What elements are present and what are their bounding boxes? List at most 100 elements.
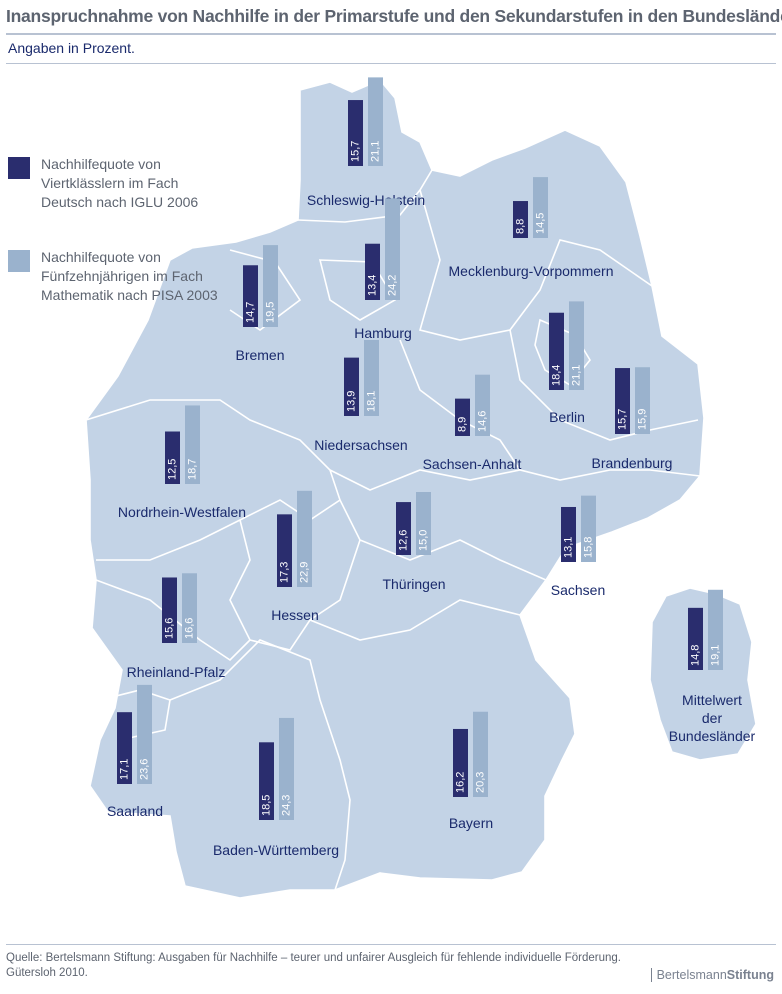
bar-nordrhein-westfalen-mathe <box>185 405 200 484</box>
bar-bayern-mathe <box>473 711 488 797</box>
brand-part1: Bertelsmann <box>656 968 727 982</box>
value-label-baden-wuerttemberg-mathe: 24,3 <box>281 795 293 816</box>
value-label-rheinland-pfalz-deutsch: 15,6 <box>164 618 176 639</box>
value-label-thueringen-deutsch: 12,6 <box>398 530 410 551</box>
bar-group-mecklenburg-vorpommern: 8,8 14,5 Mecklenburg-Vorpommern <box>449 177 614 279</box>
bar-group-bremen: 14,7 19,5 Bremen <box>235 245 285 363</box>
value-label-mittelwert-der-bundeslaender-deutsch: 14,8 <box>690 645 702 666</box>
value-label-nordrhein-westfalen-mathe: 18,7 <box>187 459 199 480</box>
region-label-sachsen-anhalt: Sachsen-Anhalt <box>423 456 522 472</box>
value-label-sachsen-mathe: 15,8 <box>583 537 595 558</box>
region-label-hessen: Hessen <box>271 607 318 623</box>
bar-berlin-mathe <box>569 301 584 390</box>
bar-group-rheinland-pfalz: 15,6 16,6 Rheinland-Pfalz <box>127 573 225 680</box>
chart-subtitle: Angaben in Prozent. <box>8 40 135 56</box>
value-label-hamburg-deutsch: 13,4 <box>367 275 379 296</box>
bar-mittelwert-der-bundeslaender-deutsch <box>688 607 703 670</box>
value-label-mecklenburg-vorpommern-deutsch: 8,8 <box>515 219 527 234</box>
value-label-hessen-mathe: 22,9 <box>299 562 311 583</box>
bar-brandenburg-deutsch <box>615 368 630 434</box>
value-label-sachsen-anhalt-mathe: 14,6 <box>477 411 489 432</box>
legend-label-deutsch: Nachhilfequote von Viertklässlern im Fac… <box>41 156 199 210</box>
footer-rule <box>6 944 776 945</box>
bar-rheinland-pfalz-mathe <box>182 573 197 643</box>
bar-group-baden-wuerttemberg: 18,5 24,3 Baden-Württemberg <box>213 717 339 858</box>
bar-group-sachsen-anhalt: 8,9 14,6 Sachsen-Anhalt <box>423 374 522 472</box>
region-label-baden-wuerttemberg: Baden-Württemberg <box>213 842 339 858</box>
bar-group-bayern: 16,2 20,3 Bayern <box>449 711 493 831</box>
chart-title: Inanspruchnahme von Nachhilfe in der Pri… <box>6 6 782 26</box>
value-label-hamburg-mathe: 24,2 <box>387 275 399 296</box>
value-label-sachsen-anhalt-deutsch: 8,9 <box>457 417 469 432</box>
bar-group-berlin: 18,4 21,1 Berlin <box>549 301 585 425</box>
value-label-nordrhein-westfalen-deutsch: 12,5 <box>167 459 179 480</box>
region-label-nordrhein-westfalen: Nordrhein-Westfalen <box>118 504 246 520</box>
bar-schleswig-holstein-deutsch <box>348 100 363 166</box>
value-label-berlin-mathe: 21,1 <box>571 365 583 386</box>
bar-group-hessen: 17,3 22,9 Hessen <box>271 490 319 623</box>
value-label-baden-wuerttemberg-deutsch: 18,5 <box>261 795 273 816</box>
bar-sachsen-mathe <box>581 495 596 562</box>
value-label-rheinland-pfalz-mathe: 16,6 <box>184 618 196 639</box>
region-label-brandenburg: Brandenburg <box>592 455 673 471</box>
germany-outline <box>85 79 757 899</box>
region-label-bayern: Bayern <box>449 815 493 831</box>
value-label-niedersachsen-mathe: 18,1 <box>366 391 378 412</box>
value-label-mecklenburg-vorpommern-mathe: 14,5 <box>535 213 547 234</box>
value-label-bayern-deutsch: 16,2 <box>455 772 467 793</box>
bar-baden-wuerttemberg-mathe <box>279 717 294 820</box>
bar-mecklenburg-vorpommern-deutsch <box>513 201 528 238</box>
legend-swatch-deutsch <box>8 157 30 179</box>
value-label-sachsen-deutsch: 13,1 <box>563 537 575 558</box>
region-label-mittelwert-der-bundeslaender-1: der <box>702 710 723 726</box>
bar-group-hamburg: 13,4 24,2 Hamburg <box>354 198 412 341</box>
bar-hessen-mathe <box>297 490 312 587</box>
region-label-thueringen: Thüringen <box>382 576 445 592</box>
bar-thueringen-deutsch <box>396 502 411 555</box>
bar-group-mittelwert-der-bundeslaender: 14,8 19,1 Mittelwert der Bundesländer <box>669 589 756 744</box>
region-label-schleswig-holstein: Schleswig-Holstein <box>307 192 425 208</box>
bar-nordrhein-westfalen-deutsch <box>165 431 180 484</box>
bar-group-nordrhein-westfalen: 12,5 18,7 Nordrhein-Westfalen <box>118 405 246 520</box>
region-label-saarland: Saarland <box>107 803 163 819</box>
title-rule <box>6 33 776 35</box>
region-label-bremen: Bremen <box>235 347 284 363</box>
region-label-berlin: Berlin <box>549 409 585 425</box>
bar-bremen-mathe <box>263 245 278 327</box>
value-label-bremen-deutsch: 14,7 <box>245 302 257 323</box>
value-label-hessen-deutsch: 17,3 <box>279 562 291 583</box>
bar-bremen-deutsch <box>243 265 258 327</box>
region-label-mittelwert-der-bundeslaender-0: Mittelwert <box>682 692 742 708</box>
value-label-saarland-mathe: 23,6 <box>139 759 151 780</box>
region-label-sachsen: Sachsen <box>551 582 605 598</box>
value-label-saarland-deutsch: 17,1 <box>119 759 131 780</box>
bar-group-thueringen: 12,6 15,0 Thüringen <box>382 492 446 592</box>
source-note: Quelle: Bertelsmann Stiftung: Ausgaben f… <box>6 952 621 979</box>
bar-mecklenburg-vorpommern-mathe <box>533 177 548 238</box>
region-label-mecklenburg-vorpommern: Mecklenburg-Vorpommern <box>449 263 614 279</box>
value-label-berlin-deutsch: 18,4 <box>551 365 563 386</box>
value-label-schleswig-holstein-deutsch: 15,7 <box>350 141 362 162</box>
bar-baden-wuerttemberg-deutsch <box>259 742 274 820</box>
bar-niedersachsen-deutsch <box>344 357 359 416</box>
bar-schleswig-holstein-mathe <box>368 77 383 166</box>
legend-swatch-mathe <box>8 250 30 272</box>
region-label-niedersachsen: Niedersachsen <box>314 437 407 453</box>
bar-thueringen-mathe <box>416 492 431 555</box>
region-label-mittelwert-der-bundeslaender-2: Bundesländer <box>669 728 756 744</box>
bar-hessen-deutsch <box>277 514 292 587</box>
bar-brandenburg-mathe <box>635 367 650 434</box>
bar-sachsen-anhalt-deutsch <box>455 398 470 436</box>
bar-hamburg-deutsch <box>365 243 380 300</box>
value-label-brandenburg-mathe: 15,9 <box>637 409 649 430</box>
brand-part2: Stiftung <box>726 968 774 982</box>
bar-group-schleswig-holstein: 15,7 21,1 Schleswig-Holstein <box>307 77 425 208</box>
legend-label-mathe: Nachhilfequote von Fünfzehnjährigen im F… <box>41 249 218 303</box>
value-label-schleswig-holstein-mathe: 21,1 <box>370 141 382 162</box>
bar-sachsen-anhalt-mathe <box>475 374 490 436</box>
brand-logo: BertelsmannStiftung <box>650 968 774 982</box>
region-label-hamburg: Hamburg <box>354 325 412 341</box>
bar-rheinland-pfalz-deutsch <box>162 577 177 643</box>
